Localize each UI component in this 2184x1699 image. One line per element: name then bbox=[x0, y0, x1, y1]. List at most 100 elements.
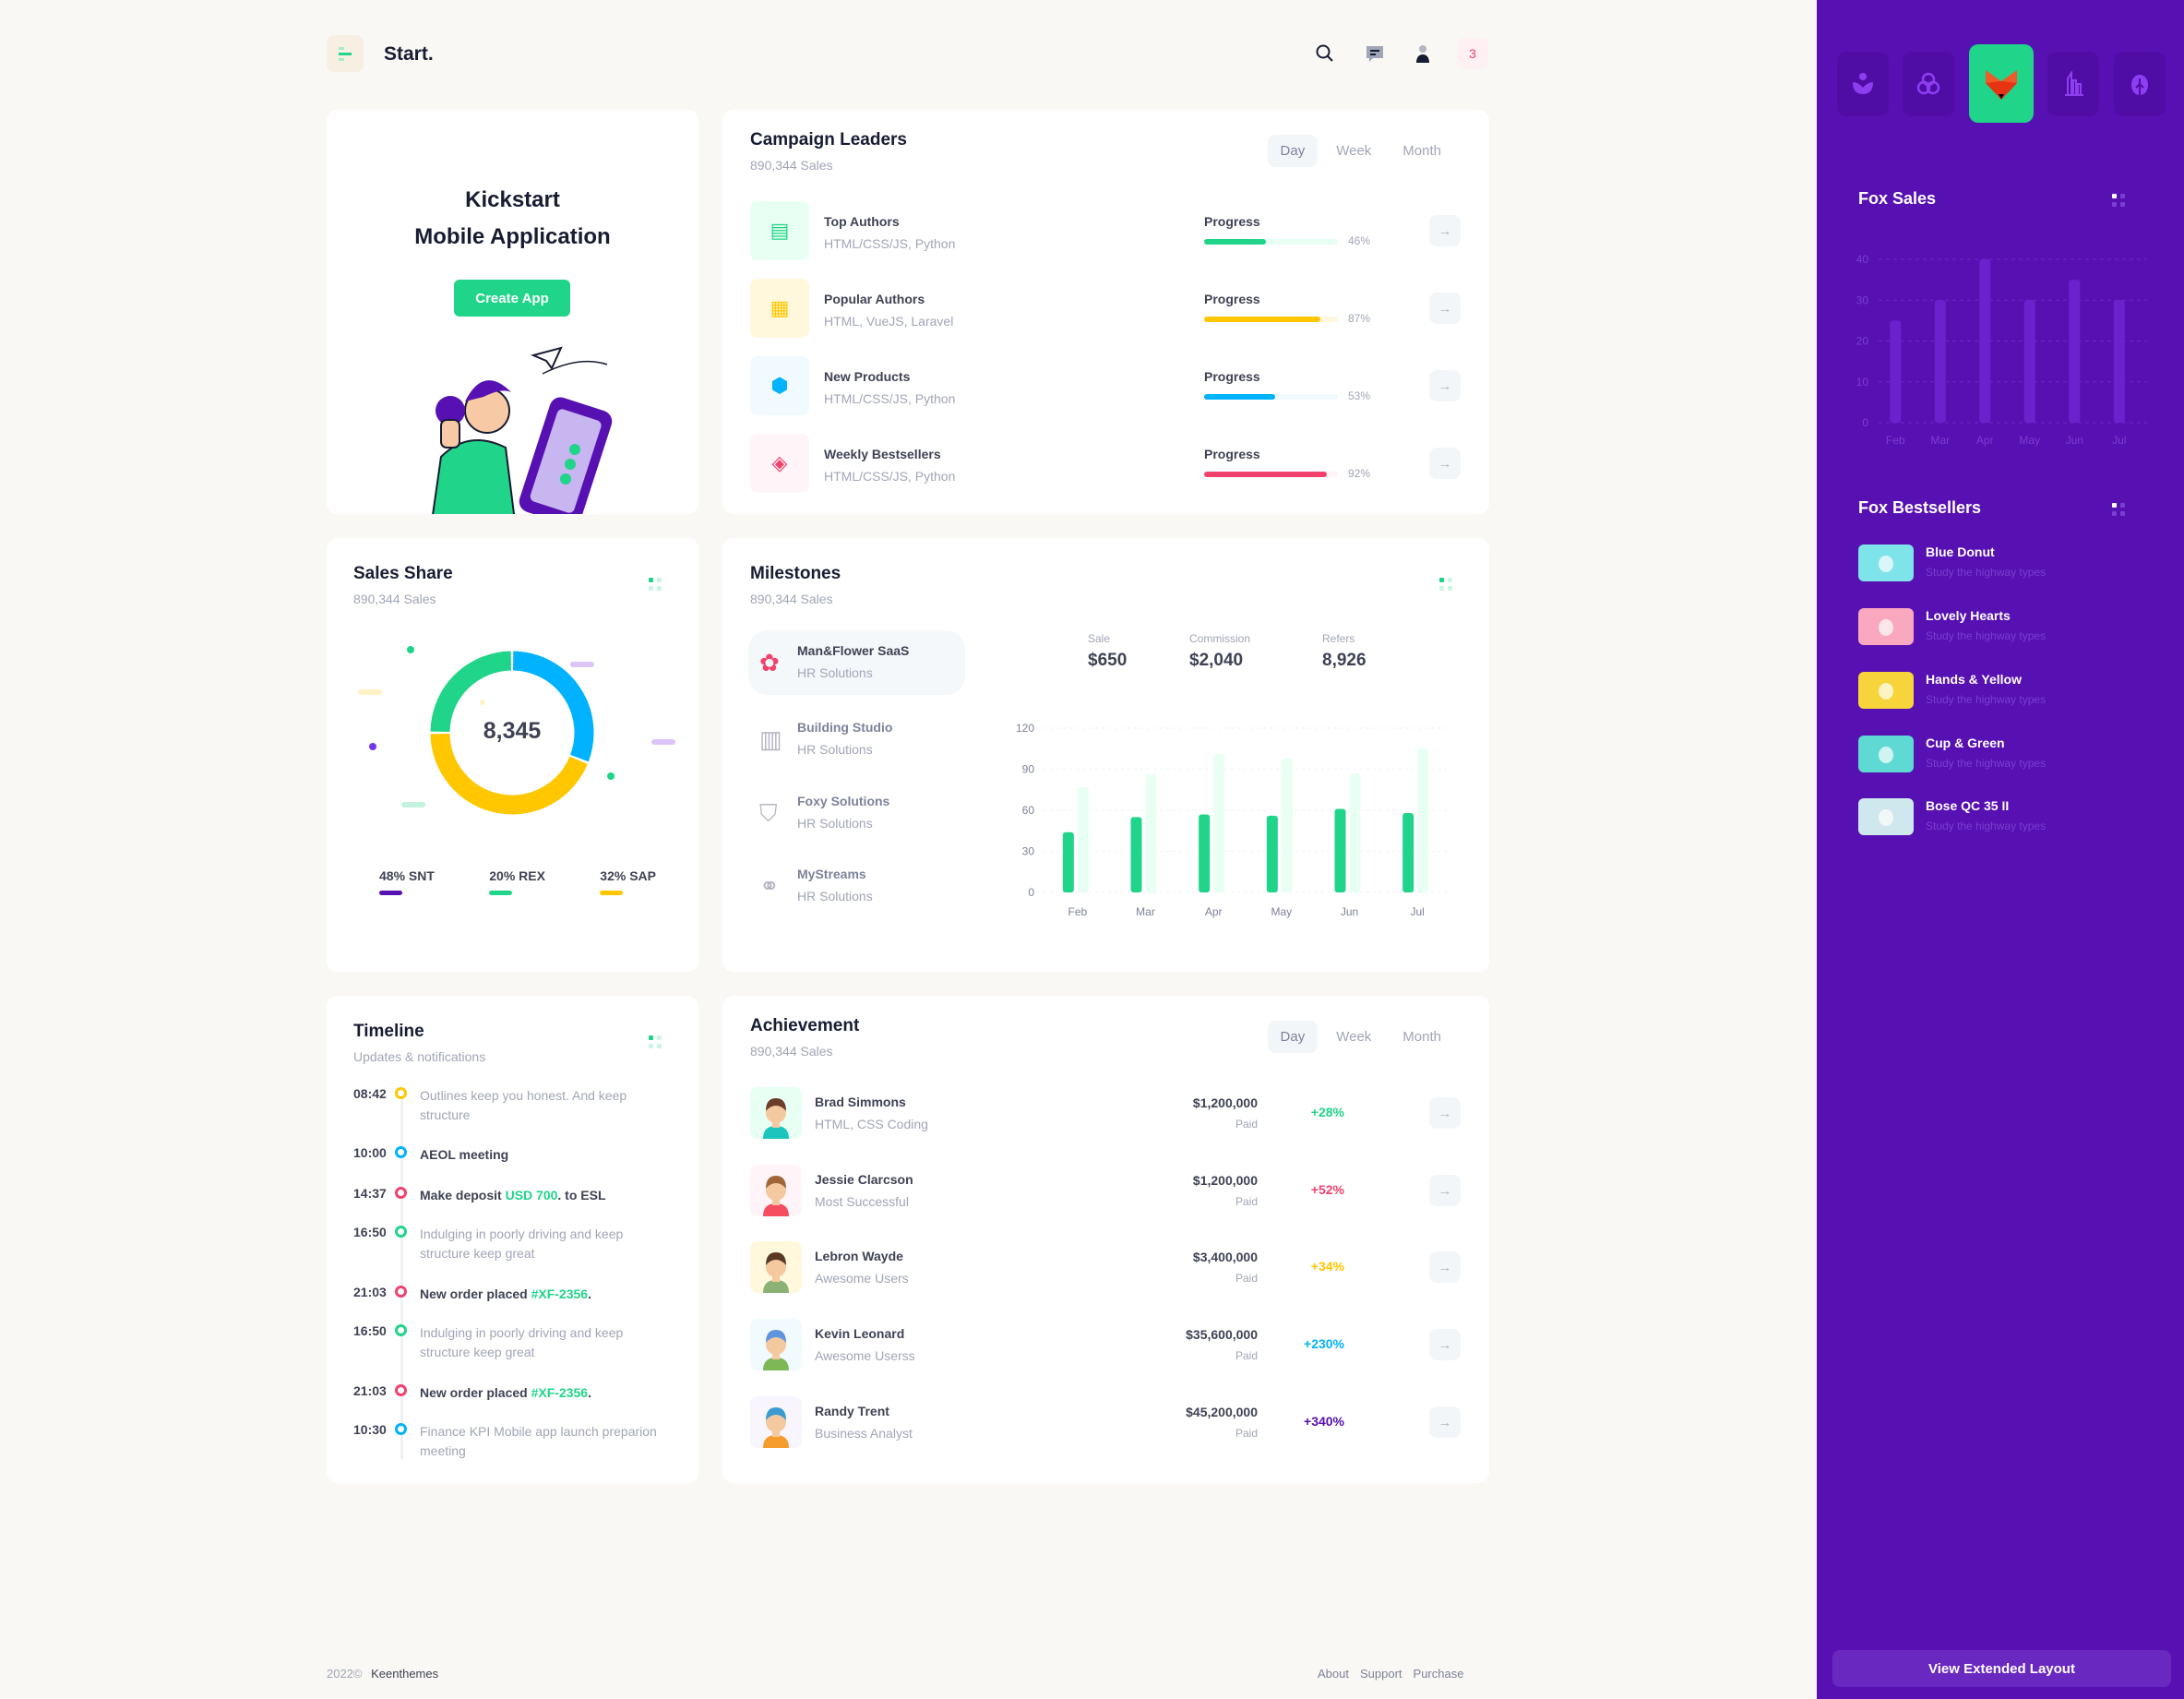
product-object bbox=[1879, 556, 1893, 572]
timeline-time: 10:00 bbox=[353, 1145, 387, 1160]
milestones-bar-chart: 0 30 60 90 120 Feb Mar Apr May Jun Jul bbox=[1016, 722, 1451, 918]
row-arrow-button[interactable]: → bbox=[1429, 370, 1461, 401]
amount: $45,200,000 bbox=[1186, 1405, 1258, 1419]
timeline-highlight[interactable]: #XF-2356 bbox=[531, 1286, 589, 1301]
product-desc: Study the highway types bbox=[1926, 820, 2047, 832]
progress-percent: 92% bbox=[1348, 467, 1371, 480]
row-arrow-button[interactable]: → bbox=[1429, 293, 1461, 324]
product-object bbox=[1879, 747, 1893, 763]
timeline-text-main: New order placed bbox=[420, 1286, 531, 1301]
row-arrow-button[interactable]: → bbox=[1429, 1251, 1461, 1283]
row-arrow-button[interactable]: → bbox=[1429, 1175, 1461, 1206]
more-options-icon[interactable] bbox=[2112, 503, 2125, 516]
more-options-icon[interactable] bbox=[649, 1035, 662, 1048]
app-tile-fox[interactable] bbox=[1969, 44, 2034, 123]
timeline-highlight[interactable]: #XF-2356 bbox=[531, 1385, 589, 1400]
achievement-row: Randy Trent Business Analyst $45,200,000 Pa… bbox=[750, 1396, 1462, 1448]
change-percent: +340% bbox=[1304, 1414, 1344, 1429]
notifications-badge[interactable]: 3 bbox=[1457, 38, 1488, 69]
decor-dash bbox=[358, 689, 382, 695]
footer-link-support[interactable]: Support bbox=[1359, 1667, 1402, 1681]
footer-link-about[interactable]: About bbox=[1318, 1667, 1349, 1681]
kickstart-title-line1: Kickstart bbox=[465, 187, 560, 212]
brand-title: Start. bbox=[384, 43, 434, 65]
milestone-item[interactable]: ⛉ Foxy Solutions HR Solutions bbox=[748, 781, 965, 845]
footer-company-link[interactable]: Keenthemes bbox=[371, 1667, 439, 1681]
tab-day[interactable]: Day bbox=[1267, 135, 1319, 167]
legend-label: 20% REX bbox=[489, 868, 545, 883]
more-options-icon[interactable] bbox=[2112, 194, 2125, 207]
app-tile-leaf[interactable] bbox=[2114, 52, 2166, 116]
more-options-icon[interactable] bbox=[649, 578, 662, 591]
row-arrow-button[interactable]: → bbox=[1429, 1329, 1461, 1360]
create-app-button[interactable]: Create App bbox=[454, 280, 570, 317]
fox-bestsellers-title: Fox Bestsellers bbox=[1858, 498, 1982, 517]
tab-week[interactable]: Week bbox=[1336, 1029, 1372, 1045]
bestseller-item[interactable]: Hands & Yellow Study the highway types bbox=[1858, 672, 2135, 709]
bar-primary-apr bbox=[1199, 814, 1211, 892]
person-name: Randy Trent bbox=[815, 1404, 889, 1418]
building-icon bbox=[2065, 71, 2083, 96]
tab-day[interactable]: Day bbox=[1267, 1021, 1319, 1053]
stat-value: $2,040 bbox=[1189, 651, 1244, 670]
y-tick-label: 0 bbox=[1862, 416, 1868, 429]
row-arrow-button[interactable]: → bbox=[1429, 215, 1461, 246]
footer-copyright: 2022© Keenthemes bbox=[327, 1667, 438, 1681]
milestones-title: Milestones bbox=[750, 564, 841, 583]
rings-icon bbox=[1916, 72, 1940, 95]
campaign-leaders-card: Campaign Leaders 890,344 Sales Day Week … bbox=[722, 110, 1489, 514]
milestone-desc: HR Solutions bbox=[797, 742, 873, 757]
arrow-right-icon: → bbox=[1438, 1105, 1452, 1121]
search-button[interactable] bbox=[1314, 42, 1336, 65]
campaign-row: ◈ Weekly Bestsellers HTML/CSS/JS, Python Pr… bbox=[750, 434, 1462, 493]
right-panel: Fox Sales 0 10 20 30 40 Feb Mar Apr May Jun Jul Fo… bbox=[1817, 0, 2184, 1699]
tab-month[interactable]: Month bbox=[1402, 143, 1441, 159]
milestone-desc: HR Solutions bbox=[797, 665, 873, 680]
product-thumbnail bbox=[1858, 736, 1914, 772]
product-object bbox=[1879, 809, 1893, 826]
bar-primary-feb bbox=[1062, 832, 1074, 892]
legend-item: 20% REX bbox=[489, 868, 545, 895]
tab-month[interactable]: Month bbox=[1402, 1029, 1441, 1045]
progress-fill bbox=[1204, 317, 1321, 322]
bestseller-item[interactable]: Bose QC 35 II Study the highway types bbox=[1858, 798, 2135, 835]
y-tick-label: 60 bbox=[1022, 804, 1035, 817]
progress-fill bbox=[1204, 239, 1266, 245]
rings-icon: ⚭ bbox=[759, 872, 780, 900]
stat-value: $650 bbox=[1088, 651, 1128, 670]
app-tile-building[interactable] bbox=[2047, 52, 2099, 116]
tab-week[interactable]: Week bbox=[1336, 143, 1372, 159]
person-name: Jessie Clarcson bbox=[815, 1172, 913, 1187]
kickstart-title-line2: Mobile Application bbox=[414, 224, 611, 249]
milestone-item[interactable]: ⚭ MyStreams HR Solutions bbox=[748, 854, 965, 918]
messages-button[interactable] bbox=[1364, 43, 1386, 66]
more-options-icon[interactable] bbox=[1439, 578, 1452, 591]
amount: $1,200,000 bbox=[1192, 1173, 1258, 1188]
arrow-right-icon: → bbox=[1438, 1414, 1452, 1430]
row-arrow-button[interactable]: → bbox=[1429, 1097, 1461, 1129]
footer-link-purchase[interactable]: Purchase bbox=[1413, 1667, 1464, 1681]
timeline-time: 16:50 bbox=[353, 1225, 387, 1239]
bestseller-item[interactable]: Blue Donut Study the highway types bbox=[1858, 544, 2135, 581]
product-thumbnail bbox=[1858, 672, 1914, 709]
milestone-name: Foxy Solutions bbox=[797, 794, 890, 808]
payment-status: Paid bbox=[1235, 1272, 1258, 1285]
user-button[interactable] bbox=[1412, 42, 1434, 65]
timeline-text-main: Make deposit bbox=[420, 1188, 506, 1202]
timeline-dot bbox=[395, 1226, 407, 1238]
change-percent: +230% bbox=[1304, 1336, 1344, 1351]
campaign-title: Campaign Leaders bbox=[750, 130, 907, 150]
sidebar-toggle-button[interactable] bbox=[327, 35, 364, 72]
milestone-item[interactable]: ✿ Man&Flower SaaS HR Solutions bbox=[748, 630, 965, 695]
x-tick-label: Jun bbox=[2066, 434, 2083, 447]
bestseller-item[interactable]: Lovely Hearts Study the highway types bbox=[1858, 608, 2135, 645]
app-tile-rings[interactable] bbox=[1903, 52, 1954, 116]
bestseller-item[interactable]: Cup & Green Study the highway types bbox=[1858, 736, 2135, 772]
timeline-highlight[interactable]: USD 700 bbox=[505, 1188, 558, 1202]
row-arrow-button[interactable]: → bbox=[1429, 1406, 1461, 1438]
row-arrow-button[interactable]: → bbox=[1429, 448, 1461, 479]
app-tile-flower[interactable] bbox=[1837, 52, 1889, 116]
view-extended-layout-button[interactable]: View Extended Layout bbox=[1832, 1650, 2171, 1687]
milestone-item[interactable]: ▥ Building Studio HR Solutions bbox=[748, 707, 965, 772]
timeline-text: Outlines keep you honest. And keep struc… bbox=[420, 1086, 660, 1125]
